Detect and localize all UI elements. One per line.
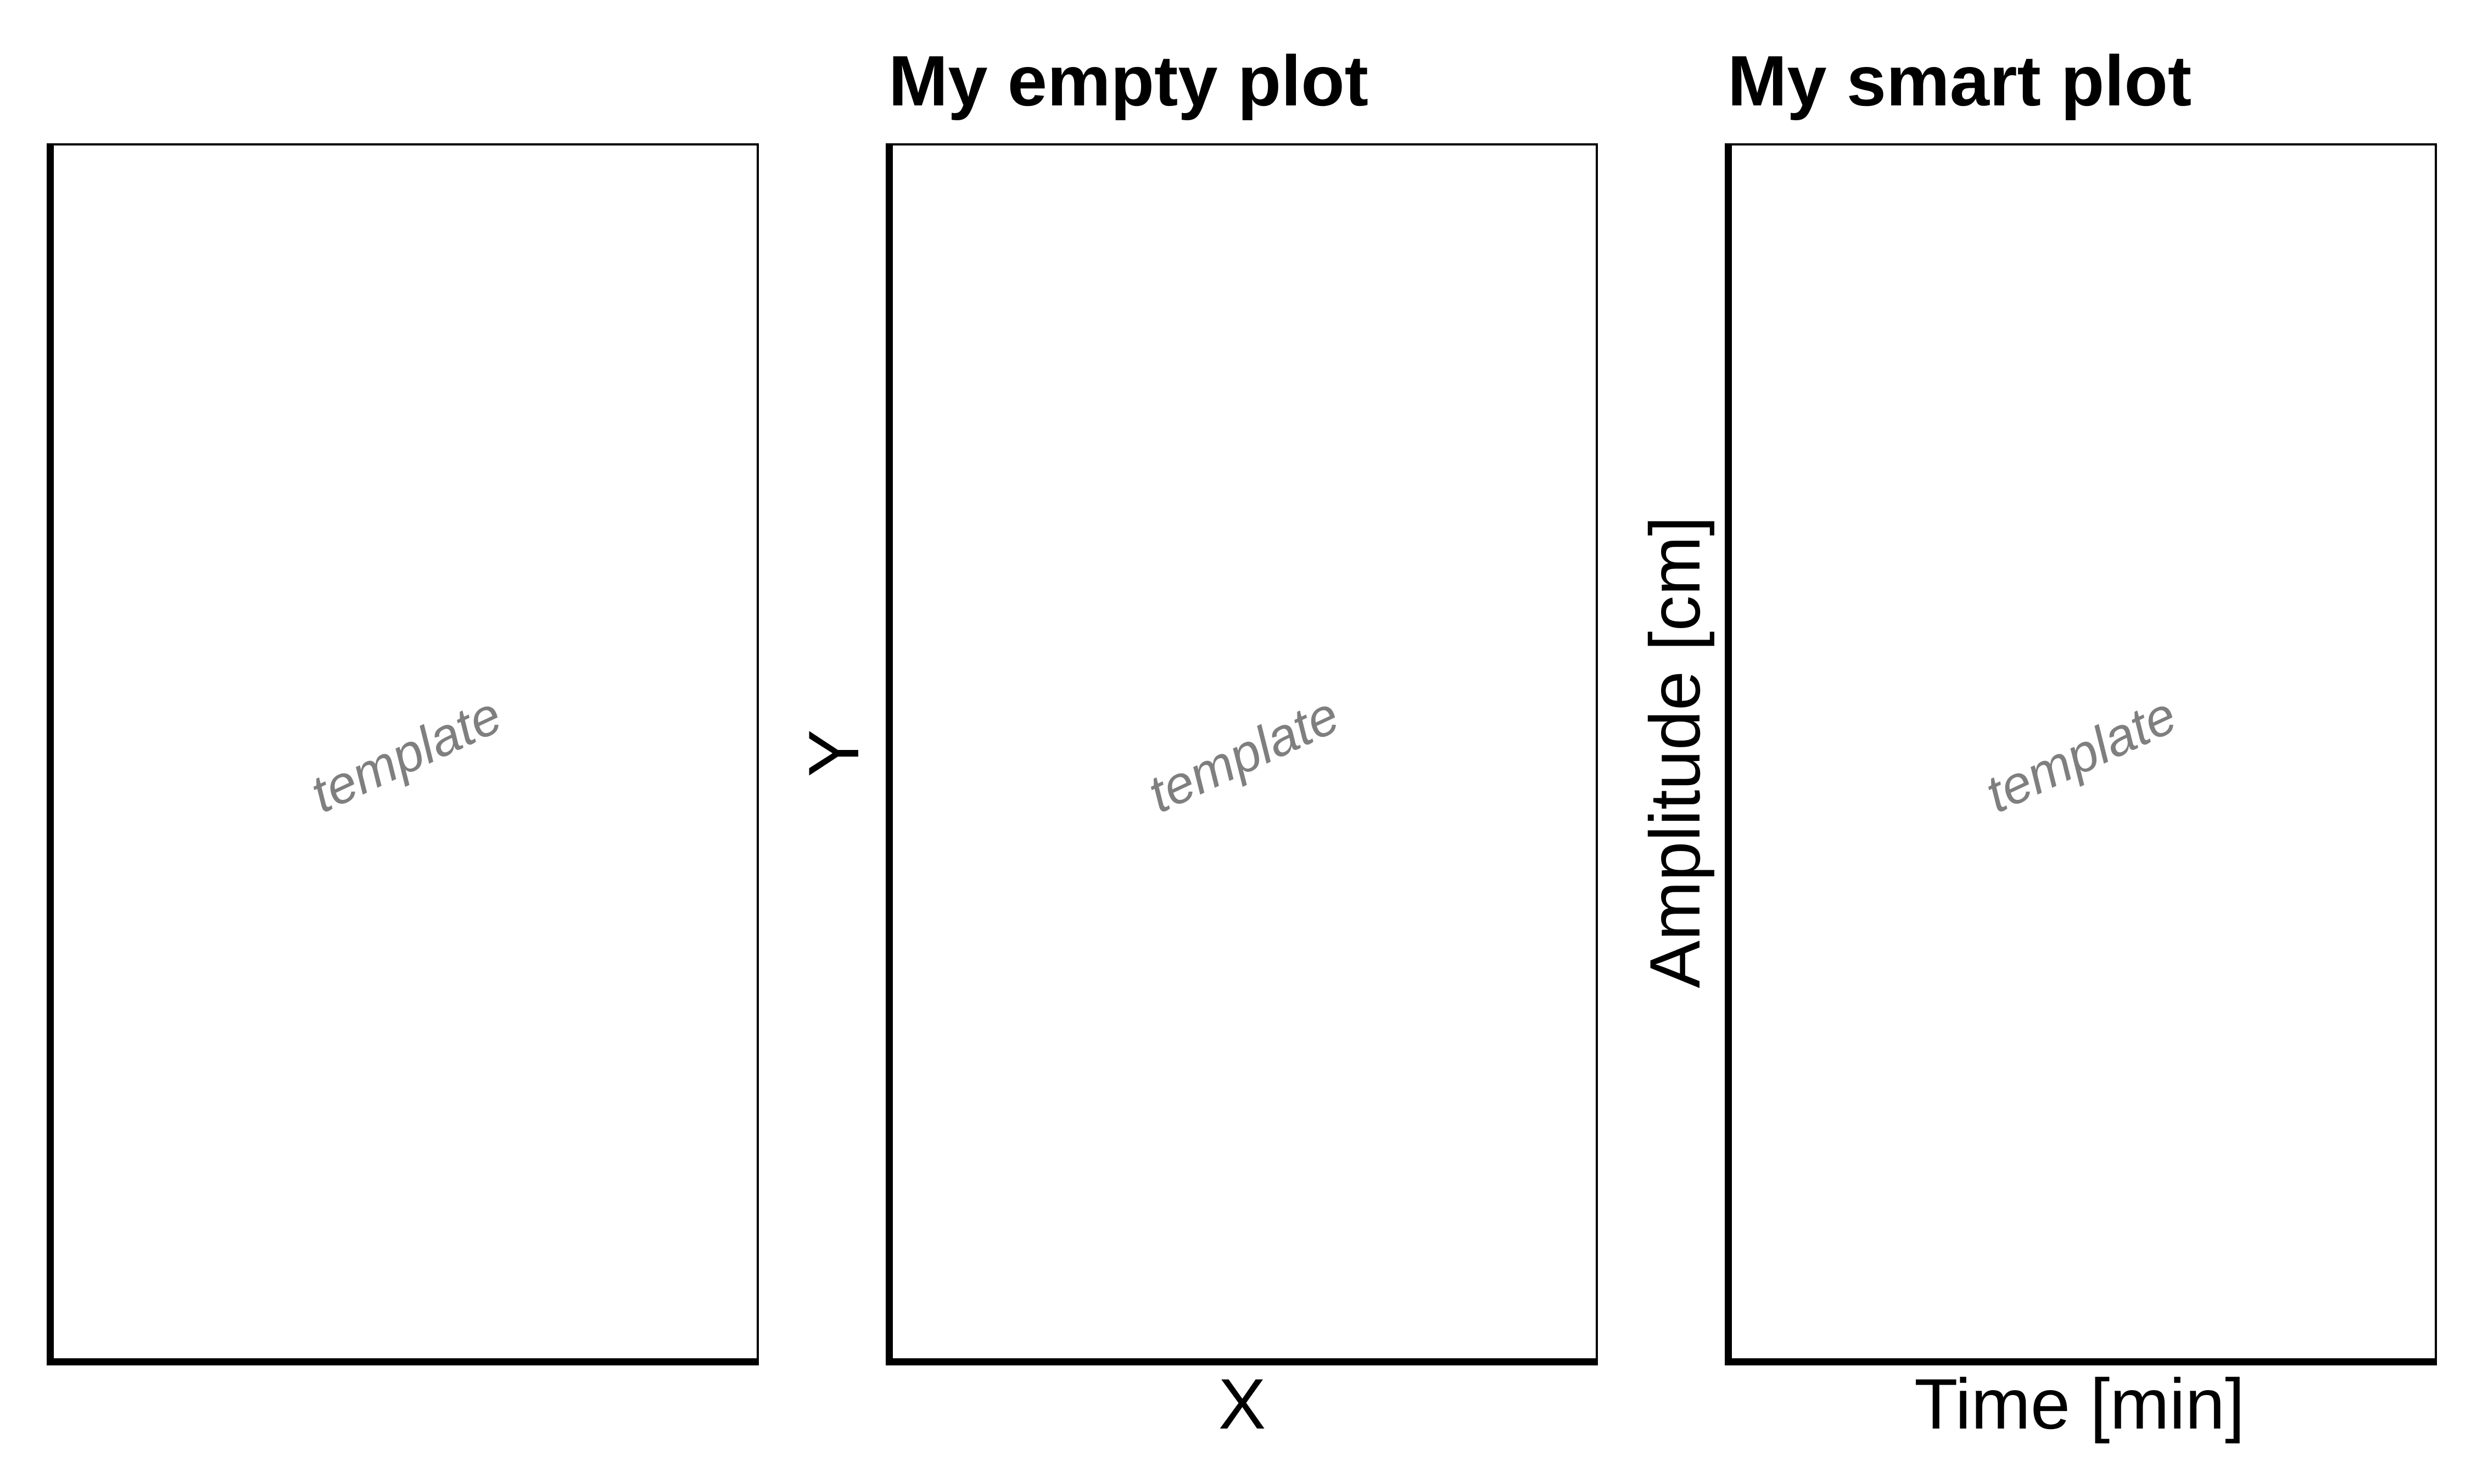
panel-title-3: My smart plot <box>1728 41 2192 121</box>
plot-area-3 <box>1725 143 2437 1365</box>
y-axis-label-2: Y <box>793 729 874 777</box>
x-axis-label-2: X <box>1218 1364 1266 1444</box>
x-axis-label-3: Time [min] <box>1914 1364 2245 1444</box>
plot-area-1 <box>47 143 759 1365</box>
plot-area-2 <box>886 143 1598 1365</box>
y-axis-label-3: Amplitude [cm] <box>1635 516 1715 988</box>
panel-title-2: My empty plot <box>888 41 1368 121</box>
